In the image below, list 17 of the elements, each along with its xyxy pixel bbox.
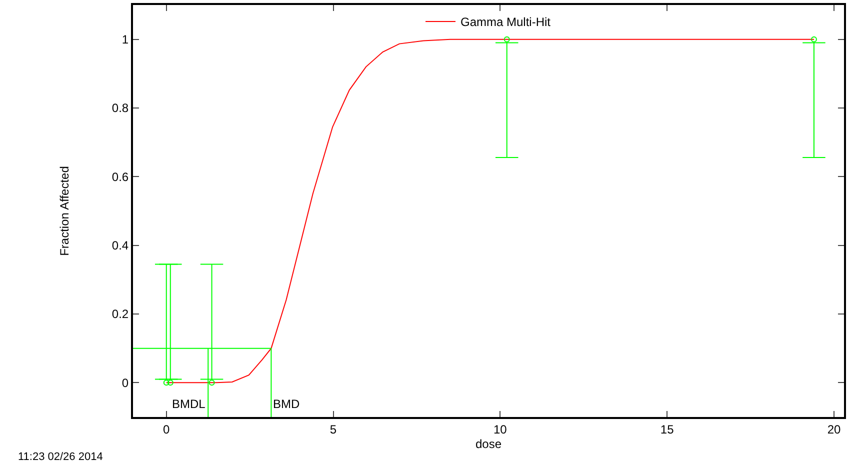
y-tick-label: 0.6: [112, 170, 129, 184]
y-tick-label: 0.8: [112, 101, 129, 116]
y-tick-label: 0.4: [112, 238, 129, 253]
y-tick-label: 0.2: [112, 307, 129, 322]
x-axis-title: dose: [475, 436, 502, 451]
y-tick-label: 1: [122, 32, 129, 47]
x-tick-label: 15: [660, 422, 674, 436]
legend-label: Gamma Multi-Hit: [460, 15, 552, 30]
ref-line-label: BMDL: [172, 397, 206, 411]
x-tick-label: 5: [330, 422, 337, 436]
x-tick-label: 0: [163, 422, 170, 436]
y-tick-label: 0: [122, 376, 129, 390]
x-tick-label: 10: [494, 422, 508, 436]
x-tick-label: 20: [827, 422, 841, 436]
y-axis-title: Fraction Affected: [58, 166, 72, 256]
ref-line-label: BMD: [273, 397, 300, 411]
text: 11:23 02/26 2014: [18, 451, 103, 463]
